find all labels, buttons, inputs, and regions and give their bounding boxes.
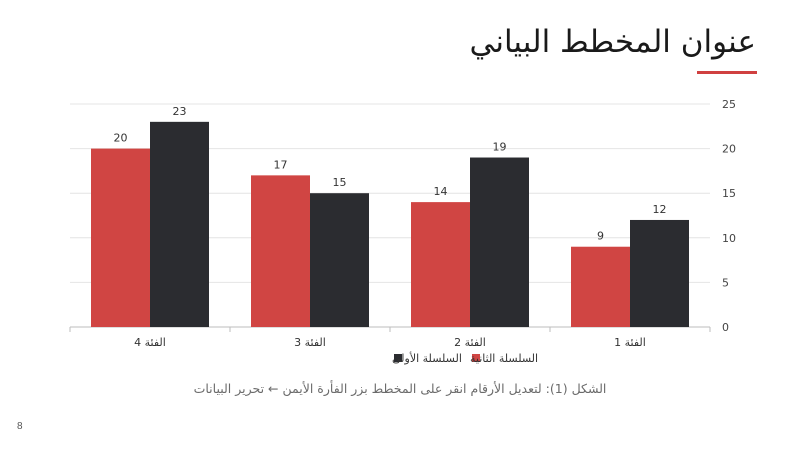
series-1-bar [310, 193, 369, 327]
series-1-bar [630, 219, 689, 327]
y-tick-label: 25 [722, 98, 736, 111]
title-accent-bar [697, 71, 757, 74]
series-1-bar [470, 157, 529, 327]
legend-label-series-1: السلسلة الأولى [392, 351, 462, 365]
data-label: 19 [493, 141, 507, 154]
series-1-bar [150, 121, 209, 327]
y-tick-label: 15 [722, 187, 736, 200]
y-tick-label: 5 [722, 276, 729, 289]
x-tick-label: الفئة 4 [134, 336, 166, 349]
x-tick-label: الفئة 3 [294, 336, 326, 349]
x-tick-label: الفئة 1 [614, 336, 646, 349]
series-2-bar [411, 202, 470, 327]
series-2-bar [251, 175, 310, 327]
data-label: 9 [597, 230, 604, 243]
legend-swatch-series-1 [394, 354, 402, 362]
x-tick-label: الفئة 2 [454, 336, 486, 349]
slide-title: عنوان المخطط البياني [469, 24, 756, 60]
y-tick-label: 0 [722, 321, 729, 334]
legend-label-series-2: السلسلة الثانية [470, 352, 538, 365]
y-tick-label: 20 [722, 143, 736, 156]
data-label: 14 [434, 185, 448, 198]
data-label: 12 [653, 203, 667, 216]
legend-swatch-series-2 [472, 354, 480, 362]
data-label: 23 [173, 105, 187, 118]
data-label: 17 [274, 158, 288, 171]
data-label: 20 [114, 132, 128, 145]
series-2-bar [571, 246, 630, 327]
page-number: 8 [17, 421, 23, 432]
data-label: 15 [333, 176, 347, 189]
y-tick-label: 10 [722, 232, 736, 245]
figure-caption: الشكل (1): لتعديل الأرقام انقر على المخط… [193, 381, 607, 396]
series-2-bar [91, 148, 150, 327]
